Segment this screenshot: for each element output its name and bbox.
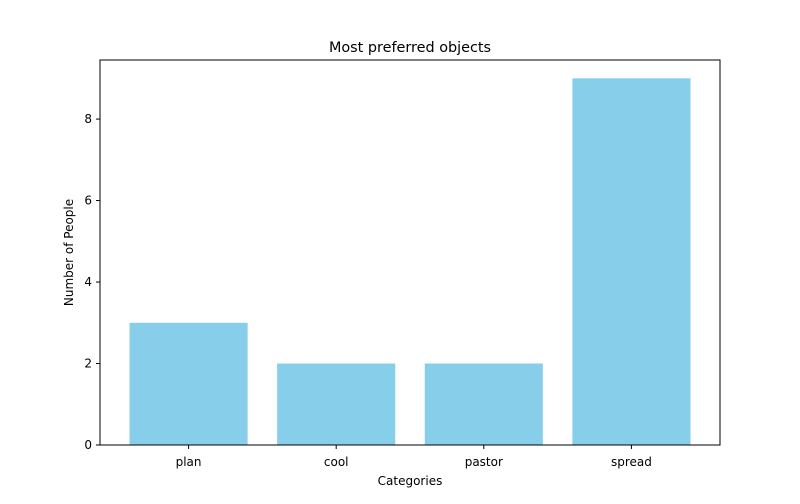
bars-layer xyxy=(129,78,691,445)
y-tick-label: 2 xyxy=(84,357,92,371)
y-tick-label: 8 xyxy=(84,112,92,126)
plot-frame xyxy=(99,59,721,446)
x-axis-label: Categories xyxy=(378,474,443,488)
x-tick-label: cool xyxy=(324,455,349,469)
y-axis: 0 2 4 6 8 xyxy=(84,112,100,452)
bar-spread xyxy=(572,78,691,445)
y-tick-label: 0 xyxy=(84,438,92,452)
y-axis-label: Number of People xyxy=(62,199,76,306)
x-tick-label: plan xyxy=(176,455,202,469)
bar-cool xyxy=(277,363,396,445)
bar-pastor xyxy=(424,363,543,445)
x-axis: plan cool pastor spread xyxy=(176,445,652,469)
y-tick-label: 4 xyxy=(84,275,92,289)
x-tick-label: pastor xyxy=(465,455,503,469)
y-tick-label: 6 xyxy=(84,194,92,208)
x-tick-label: spread xyxy=(611,455,652,469)
chart-title: Most preferred objects xyxy=(329,40,491,56)
bar-plan xyxy=(129,322,248,445)
